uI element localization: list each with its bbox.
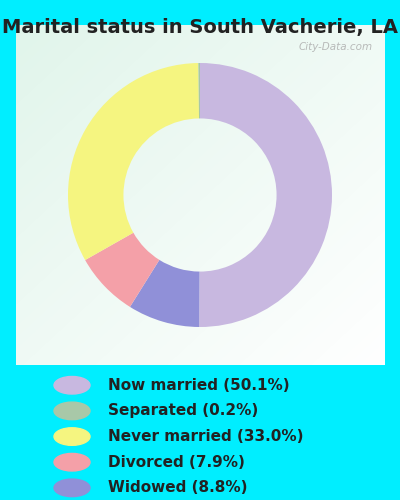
Text: Widowed (8.8%): Widowed (8.8%) [108,480,248,496]
Text: Separated (0.2%): Separated (0.2%) [108,404,258,418]
Wedge shape [198,63,200,118]
Text: Divorced (7.9%): Divorced (7.9%) [108,454,245,469]
Wedge shape [130,260,200,327]
Ellipse shape [54,454,90,471]
Text: Marital status in South Vacherie, LA: Marital status in South Vacherie, LA [2,18,398,36]
Wedge shape [85,232,159,307]
Text: City-Data.com: City-Data.com [299,42,373,52]
Ellipse shape [54,402,90,419]
Ellipse shape [54,479,90,496]
Text: Never married (33.0%): Never married (33.0%) [108,429,304,444]
Wedge shape [68,63,199,260]
Ellipse shape [54,428,90,446]
Wedge shape [199,63,332,327]
Text: Now married (50.1%): Now married (50.1%) [108,378,290,393]
Ellipse shape [54,376,90,394]
